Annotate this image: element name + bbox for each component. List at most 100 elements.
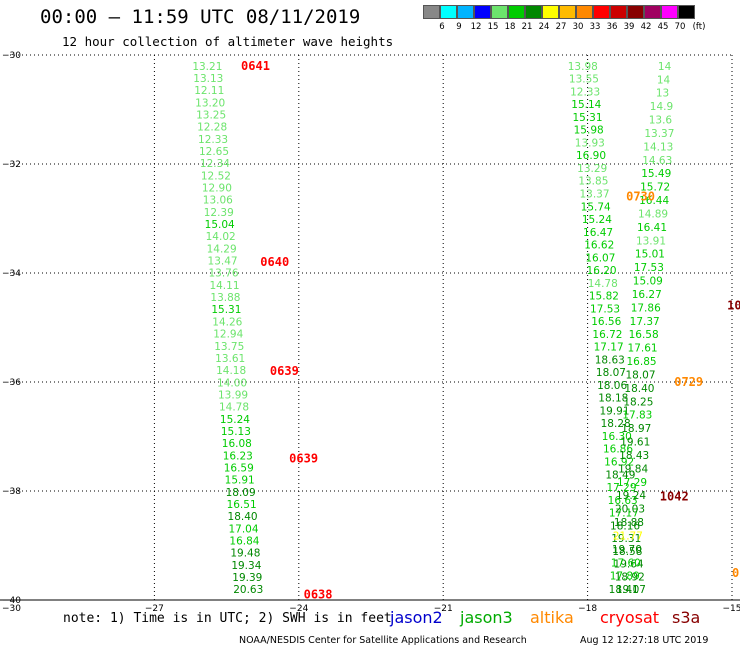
- page-title: 00:00 – 11:59 UTC 08/11/2019: [40, 6, 361, 28]
- wave-height-value: 19.48: [230, 548, 260, 560]
- wave-height-value: 14: [658, 61, 672, 73]
- legend-label: 39: [623, 22, 635, 32]
- wave-height-value: 18.88: [614, 517, 644, 529]
- wave-height-value: 16.20: [587, 265, 617, 277]
- wave-height-value: 16.63: [608, 495, 638, 507]
- lon-tick-label: −27: [145, 604, 164, 614]
- legend-label: 70: [674, 22, 686, 32]
- wave-height-value: 18.97: [621, 423, 651, 435]
- legend-swatch: [593, 5, 610, 19]
- lat-tick-label: −36: [2, 378, 21, 388]
- wave-height-value: 14.18: [216, 365, 246, 377]
- wave-height-value: 14: [657, 74, 671, 86]
- wave-height-value: 13.37: [579, 189, 609, 201]
- wave-height-value: 12.39: [204, 207, 234, 219]
- credit-text: NOAA/NESDIS Center for Satellite Applica…: [239, 635, 527, 646]
- wave-height-value: 16.92: [604, 456, 634, 468]
- wave-height-value: 13.37: [644, 128, 674, 140]
- wave-height-value: 13.06: [203, 195, 233, 207]
- wave-height-value: 15.49: [641, 168, 671, 180]
- legend-swatch: [661, 5, 678, 19]
- wave-height-value: 12.94: [213, 329, 243, 341]
- wave-height-value: 16.30: [602, 431, 632, 443]
- wave-height-value: 13.76: [208, 268, 238, 280]
- wave-height-value: 17.83: [622, 410, 652, 422]
- wave-height-value: 18.41: [609, 584, 639, 596]
- legend-label: 42: [640, 22, 652, 32]
- wave-height-value: 15.91: [225, 475, 255, 487]
- legend-label: 21: [521, 22, 533, 32]
- lon-tick-label: −24: [289, 604, 308, 614]
- wave-height-value: 18.09: [226, 487, 256, 499]
- wave-height-value: 15.13: [221, 426, 251, 438]
- wave-height-value: 18.40: [624, 383, 654, 395]
- wave-height-value: 14.11: [209, 280, 239, 292]
- wave-height-value: 18.07: [625, 369, 655, 381]
- legend-label: 15: [487, 22, 499, 32]
- wave-height-value: 14.26: [212, 316, 242, 328]
- wave-height-value: 13.91: [636, 235, 666, 247]
- wave-height-value: 15.14: [571, 99, 601, 111]
- legend-color-bar: [423, 5, 729, 19]
- lon-tick-label: −15: [723, 604, 740, 614]
- legend-label: 24: [538, 22, 550, 32]
- lat-tick-label: −30: [2, 51, 21, 61]
- wave-height-value: 17.17: [609, 508, 639, 520]
- satellite-label-s3a: s3a: [672, 608, 701, 627]
- map-grid: [0, 54, 740, 601]
- legend-swatch: [474, 5, 491, 19]
- wave-height-value: 19.61: [620, 437, 650, 449]
- wave-height-value: 16.07: [585, 252, 615, 264]
- legend-swatch: [627, 5, 644, 19]
- wave-height-value: 16.62: [584, 240, 614, 252]
- wave-height-value: 16.41: [637, 222, 667, 234]
- wave-height-value: 18.92: [615, 571, 645, 583]
- wave-height-value: 18.49: [605, 469, 635, 481]
- wave-height-value: 12.33: [198, 134, 228, 146]
- wave-height-value: 14.78: [588, 278, 618, 290]
- wave-height-value: 19.84: [618, 463, 648, 475]
- pass-time-label: 0641: [241, 59, 270, 73]
- pass-time-label: 0730: [626, 190, 655, 204]
- wave-height-value: 12.52: [201, 170, 231, 182]
- wave-height-value: 18.43: [619, 450, 649, 462]
- pass-time-label: 0: [732, 566, 739, 580]
- lat-tick-label: −40: [2, 596, 21, 606]
- wave-height-value: 16.56: [591, 316, 621, 328]
- wave-height-value: 16.58: [629, 329, 659, 341]
- wave-height-value: 13.75: [214, 341, 244, 353]
- wave-height-value: 12.65: [199, 146, 229, 158]
- wave-height-value: 15.82: [589, 291, 619, 303]
- wave-height-value: 16.27: [632, 289, 662, 301]
- legend-swatch: [423, 5, 440, 19]
- lat-tick-label: −38: [2, 487, 21, 497]
- wave-height-value: 13.29: [577, 163, 607, 175]
- lat-tick-label: −34: [2, 269, 21, 279]
- wave-height-value: 18.40: [228, 511, 258, 523]
- lat-tick-label: −32: [2, 160, 21, 170]
- wave-height-value: 17.53: [634, 262, 664, 274]
- wave-height-value: 18.06: [597, 380, 627, 392]
- legend-swatch: [542, 5, 559, 19]
- pass-time-label: 0729: [674, 375, 703, 389]
- wave-height-value: 13.88: [210, 292, 240, 304]
- wave-height-value: 13.93: [575, 137, 605, 149]
- wave-height-value: 13: [656, 88, 669, 100]
- legend-label: 9: [456, 22, 462, 32]
- legend-label: 36: [606, 22, 618, 32]
- wave-height-value: 16.47: [583, 227, 613, 239]
- wave-height-value: 19.07: [616, 584, 646, 596]
- wave-height-value: 14.13: [643, 141, 673, 153]
- wave-height-value: 21.77: [613, 530, 643, 542]
- wave-height-value: 17.60: [611, 557, 641, 569]
- wave-height-value: 14.78: [219, 402, 249, 414]
- legend-label: 27: [555, 22, 567, 32]
- wave-height-value: 17.86: [631, 302, 661, 314]
- legend-swatch: [457, 5, 474, 19]
- wave-height-value: 13.98: [568, 61, 598, 73]
- page-subtitle: 12 hour collection of altimeter wave hei…: [62, 34, 394, 49]
- wave-height-value: 15.24: [582, 214, 612, 226]
- legend-swatch: [610, 5, 627, 19]
